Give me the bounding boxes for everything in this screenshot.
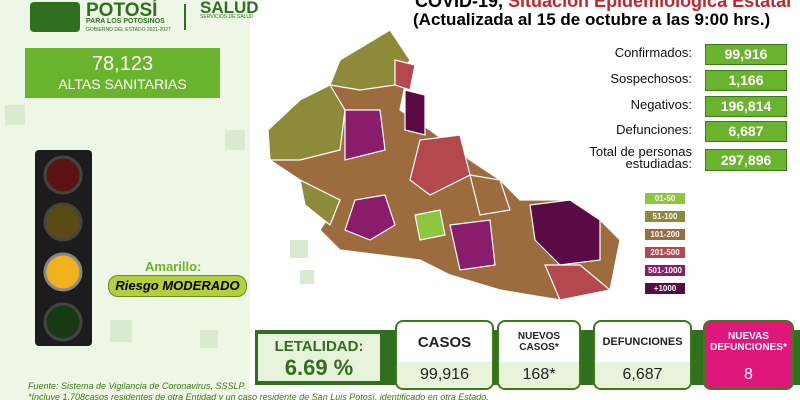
card-title: CASOS: [417, 333, 472, 351]
stat-label: Sospechosos:: [610, 71, 692, 86]
card-title: NUEVAS DEFUNCIONES*: [710, 331, 787, 353]
brand-gov: GOBIERNO DEL ESTADO 2021-2027: [86, 27, 171, 33]
health: SALUD: [200, 0, 259, 17]
card-title: DEFUNCIONES: [602, 336, 683, 348]
legend-item: 01-50: [645, 193, 685, 204]
brand-sub: PARA LOS POTOSINOS: [86, 18, 165, 25]
legend-item: 501-1000: [645, 265, 685, 276]
stat-value: 297,896: [705, 149, 787, 171]
lethality: LETALIDAD: 6.69 %: [258, 334, 380, 381]
recovered-box: 78,123 ALTAS SANITARIAS: [25, 48, 220, 98]
stat-label: Confirmados:: [614, 45, 692, 60]
risk-level: Riesgo MODERADO: [108, 275, 247, 297]
stat-value: 6,687: [705, 121, 787, 142]
light-color: Amarillo:: [145, 259, 202, 274]
summary-card: CASOS 99,916: [395, 320, 494, 390]
title-lead: COVID-19,: [415, 0, 504, 11]
stat-label: Defunciones:: [616, 122, 692, 137]
stat-label: Negativos:: [630, 97, 692, 112]
recovered-label: ALTAS SANITARIAS: [58, 76, 187, 92]
lethality-value: 6.69 %: [284, 355, 354, 380]
card-value: 8: [705, 362, 792, 388]
card-value: 168*: [499, 362, 579, 388]
legend-item: 101-200: [645, 229, 685, 240]
brand: POTOSÍ: [86, 0, 158, 21]
legend-item: 201-500: [645, 247, 685, 258]
health-sub: SERVICIOS DE SALUD: [200, 14, 254, 20]
traffic-light: [35, 150, 92, 346]
stat-label: Total de personas estudiadas:: [589, 144, 692, 171]
card-value: 6,687: [595, 362, 690, 388]
note: *Incluye 1,708casos residentes de otra E…: [28, 392, 489, 400]
source: Fuente: Sistema de Vigilancia de Coronav…: [28, 381, 246, 391]
stat-value: 196,814: [705, 96, 787, 117]
summary-card: NUEVAS DEFUNCIONES* 8: [703, 320, 794, 390]
stat-value: 99,916: [705, 44, 787, 65]
summary-card: DEFUNCIONES 6,687: [593, 320, 692, 390]
legend-item: +1000: [645, 283, 685, 294]
card-value: 99,916: [397, 362, 492, 388]
summary-card: NUEVOS CASOS* 168*: [497, 320, 581, 390]
legend-item: 51-100: [645, 211, 685, 222]
title-updated: (Actualizada al 15 de octubre a las 9:00…: [413, 10, 771, 29]
lethality-label: LETALIDAD:: [274, 338, 364, 355]
recovered-value: 78,123: [91, 53, 154, 75]
title: COVID-19, Situación Epidemiológica Estat…: [415, 0, 791, 12]
card-title: NUEVOS CASOS*: [517, 331, 561, 353]
title-main: Situación Epidemiológica Estatal: [508, 0, 792, 11]
stat-value: 1,166: [705, 70, 787, 91]
